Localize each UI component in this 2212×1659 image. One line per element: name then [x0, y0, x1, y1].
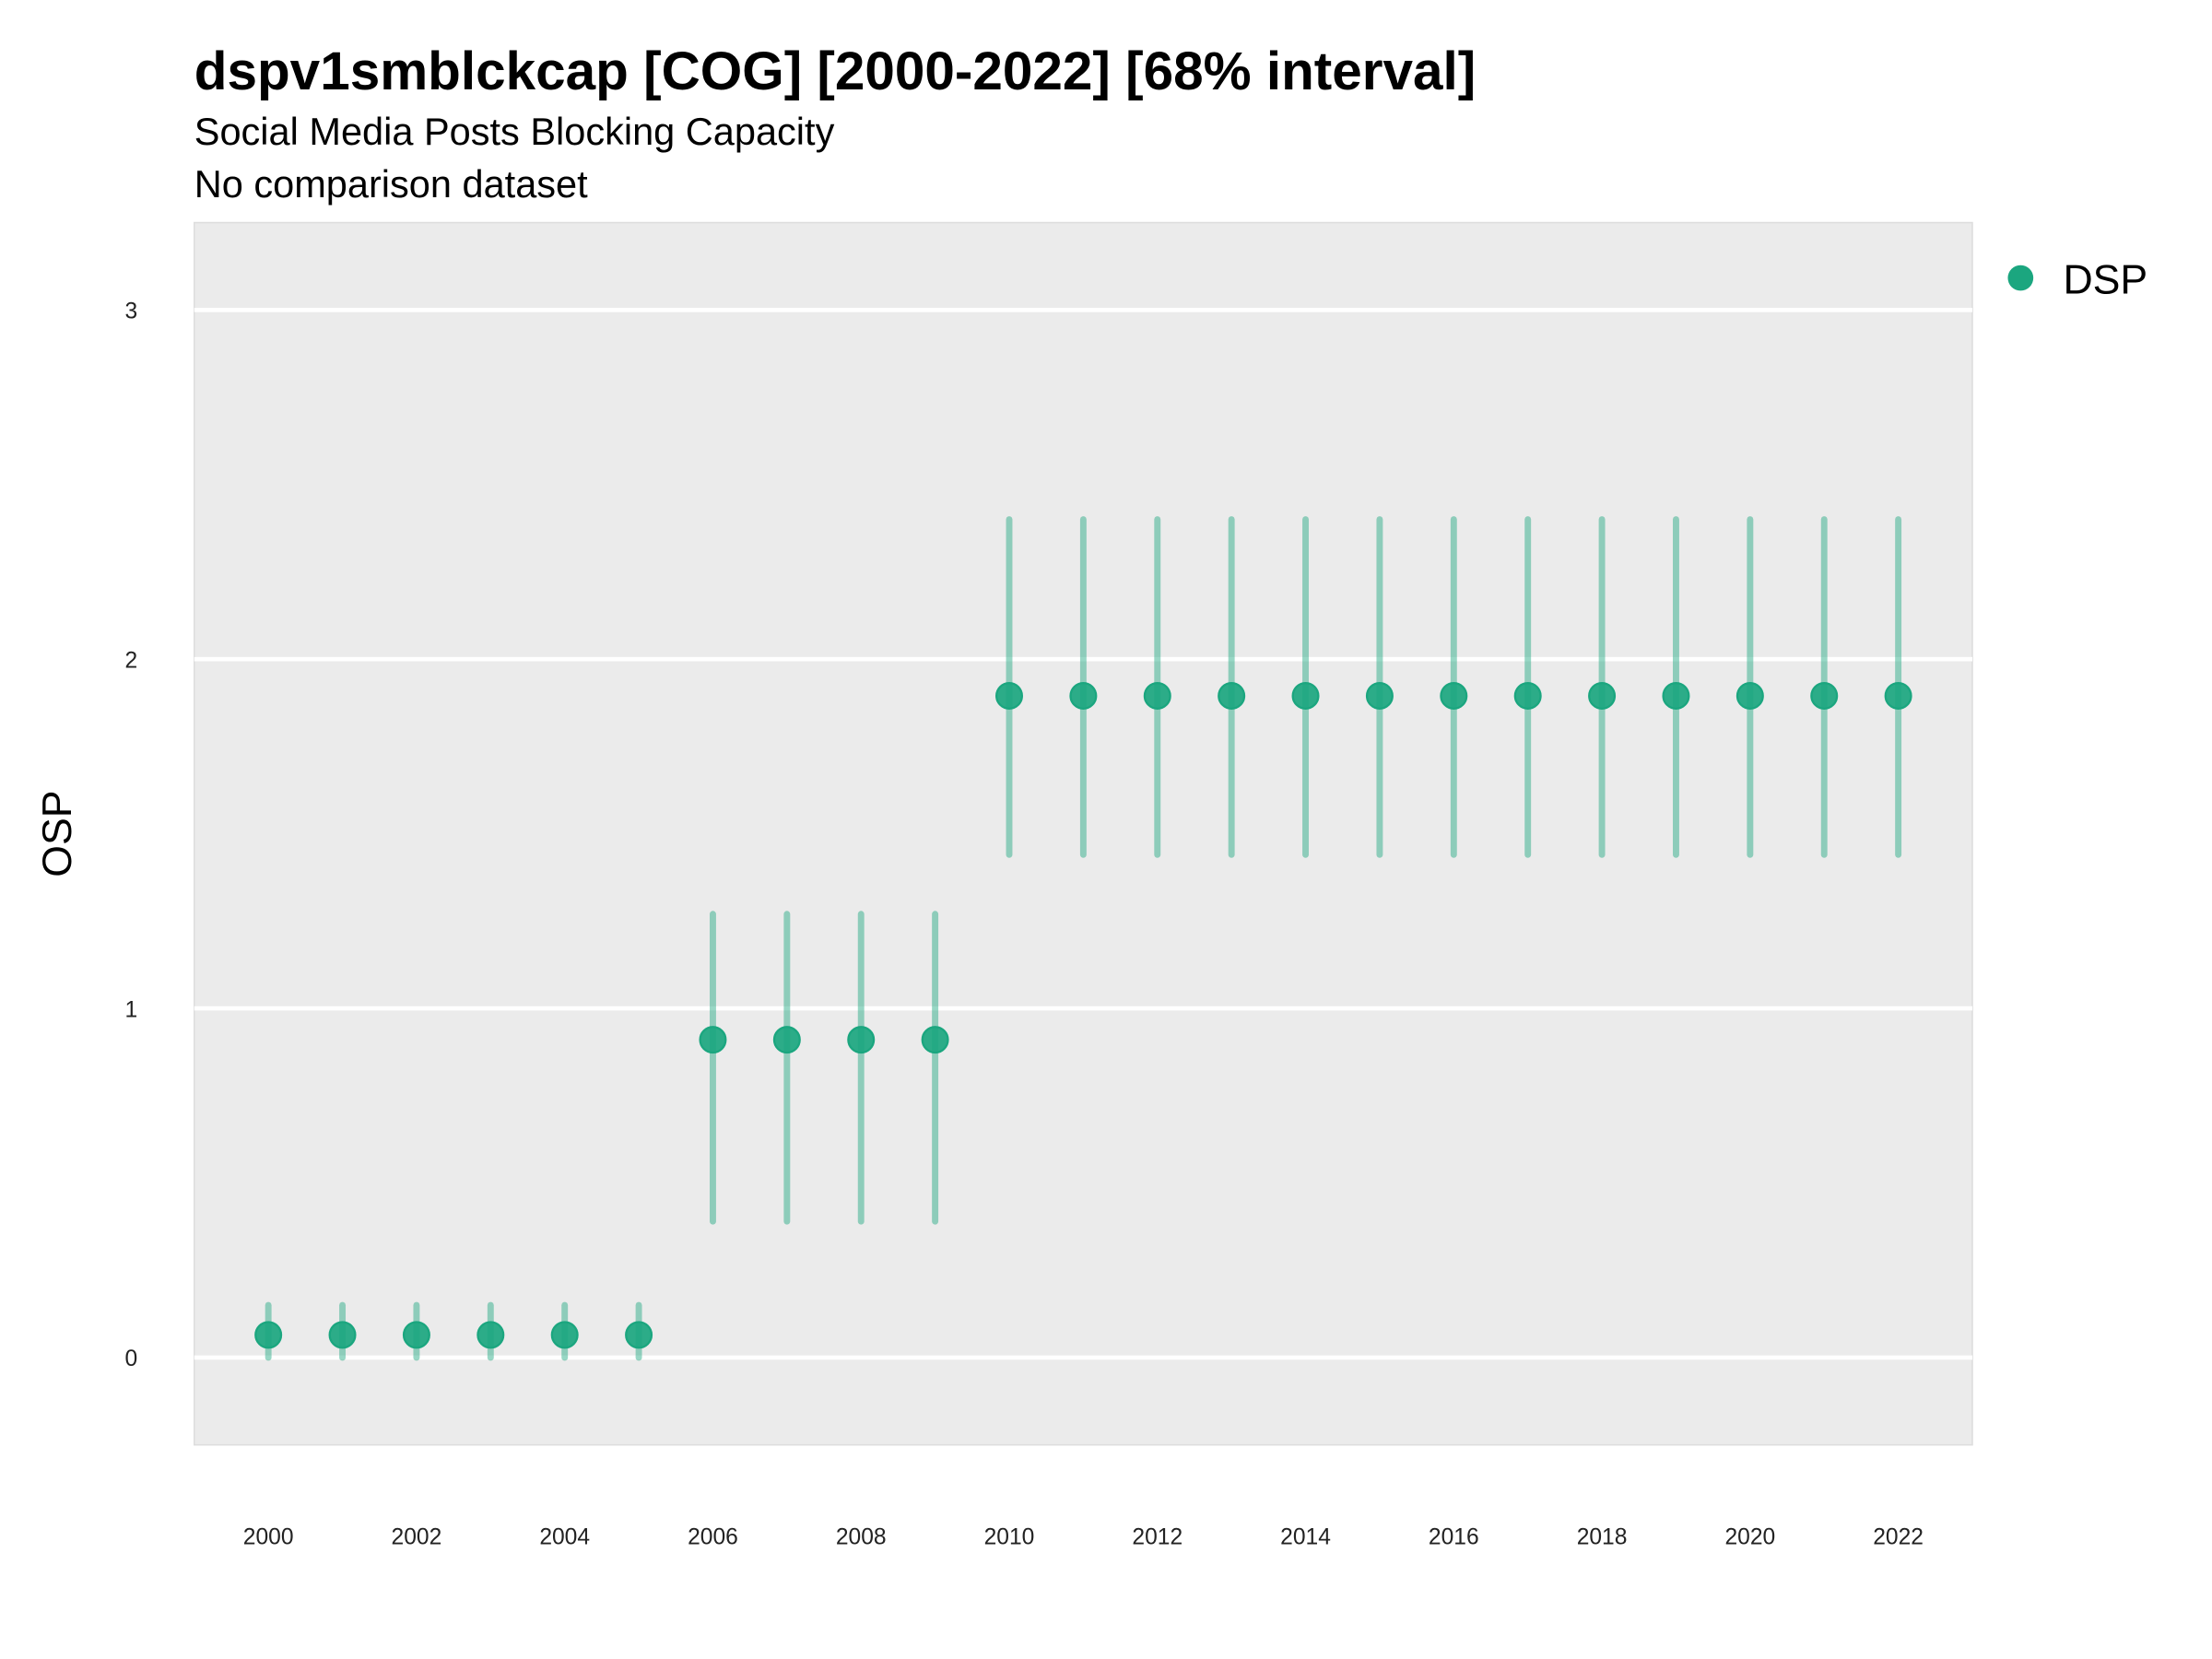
legend-label-dsp: DSP	[2063, 257, 2147, 302]
x-tick-label: 2004	[539, 1524, 590, 1549]
data-point	[921, 1026, 949, 1054]
data-point	[1069, 681, 1098, 710]
x-tick-label: 2012	[1132, 1524, 1182, 1549]
data-point	[1513, 681, 1542, 710]
y-tick-label: 3	[125, 299, 138, 324]
y-axis-ticks: 0 1 2 3	[125, 299, 138, 1371]
y-tick-label: 0	[125, 1347, 138, 1371]
data-point	[1218, 681, 1246, 710]
x-tick-label: 2010	[984, 1524, 1035, 1549]
data-point	[550, 1321, 579, 1349]
x-tick-label: 2022	[1873, 1524, 1924, 1549]
y-tick-label: 2	[125, 648, 138, 673]
data-point	[1143, 681, 1171, 710]
legend-marker-dsp	[2007, 265, 2034, 291]
x-tick-label: 2008	[836, 1524, 887, 1549]
data-point	[254, 1321, 283, 1349]
plot-panel	[194, 221, 1973, 1446]
x-tick-label: 2000	[243, 1524, 294, 1549]
data-point	[1810, 681, 1839, 710]
data-point	[699, 1026, 727, 1054]
data-point	[995, 681, 1023, 710]
data-point	[1884, 681, 1912, 710]
y-tick-label: 1	[125, 997, 138, 1022]
legend: DSP	[2007, 257, 2147, 302]
x-tick-label: 2002	[392, 1524, 442, 1549]
data-point	[1365, 681, 1394, 710]
data-point	[1735, 681, 1764, 710]
x-tick-label: 2016	[1429, 1524, 1479, 1549]
y-axis-label: OSP	[35, 791, 80, 877]
data-point	[1291, 681, 1320, 710]
chart-title: dspv1smblckcap [COG] [2000-2022] [68% in…	[194, 41, 1476, 101]
x-tick-label: 2020	[1724, 1524, 1775, 1549]
data-point	[328, 1321, 357, 1349]
data-point	[847, 1026, 876, 1054]
x-tick-label: 2014	[1280, 1524, 1331, 1549]
data-point	[1588, 681, 1617, 710]
data-point	[477, 1321, 505, 1349]
x-axis-ticks: 2000 2002 2004 2006 2008 2010 2012 2014 2016 2018…	[243, 1524, 1924, 1549]
data-point	[402, 1321, 430, 1349]
data-point	[625, 1321, 653, 1349]
data-point	[772, 1026, 801, 1054]
data-marks	[254, 516, 1912, 1361]
x-tick-label: 2006	[688, 1524, 738, 1549]
grid-lines	[194, 307, 1972, 1360]
data-point	[1662, 681, 1690, 710]
chart-subtitle: Social Media Posts Blocking Capacity	[194, 110, 835, 153]
chart-subtitle-2: No comparison dataset	[194, 162, 588, 206]
data-point	[1440, 681, 1468, 710]
x-tick-label: 2018	[1577, 1524, 1628, 1549]
